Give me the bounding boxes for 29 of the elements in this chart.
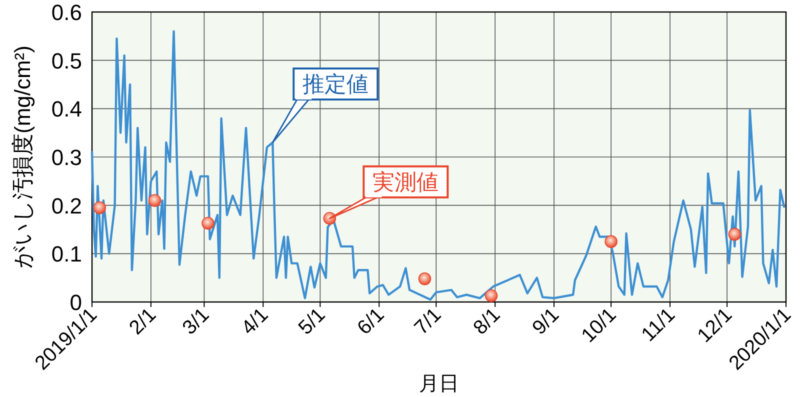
y-tick-label: 0.4 [51,96,82,122]
y-axis-title: がいし汚損度(mg/cm²) [10,46,35,268]
x-tick-label: 10/1 [578,304,621,348]
y-tick-label: 0.2 [51,193,82,218]
x-tick-label: 7/1 [410,304,446,340]
point [728,228,742,241]
x-tick-label: 5/1 [294,304,330,340]
x-tick-label: 2/1 [125,304,160,340]
point [418,272,432,286]
point [202,216,214,230]
y-tick-label: 0.6 [51,0,82,25]
line-series [90,30,786,301]
point [93,201,106,214]
annotation: 実測値 [372,169,439,194]
x-axis-title: 月日 [419,373,459,395]
x-tick-label: 6/1 [353,304,389,340]
x-tick-label: 9/1 [528,304,564,340]
annotation: 推定値 [302,72,369,96]
point [484,289,498,302]
y-tick-label: 0.5 [51,48,82,74]
y-tick-label: 0.1 [51,242,82,267]
x-tick-label: 3/1 [178,304,214,340]
x-tick-label: 8/1 [469,304,505,340]
x-tick-label: 4/1 [237,304,273,340]
x-tick-label: 11/1 [638,304,680,346]
y-tick-label: 0.3 [51,145,82,170]
point [148,194,162,207]
y-tick-label: 0 [70,290,82,315]
point [604,235,618,248]
